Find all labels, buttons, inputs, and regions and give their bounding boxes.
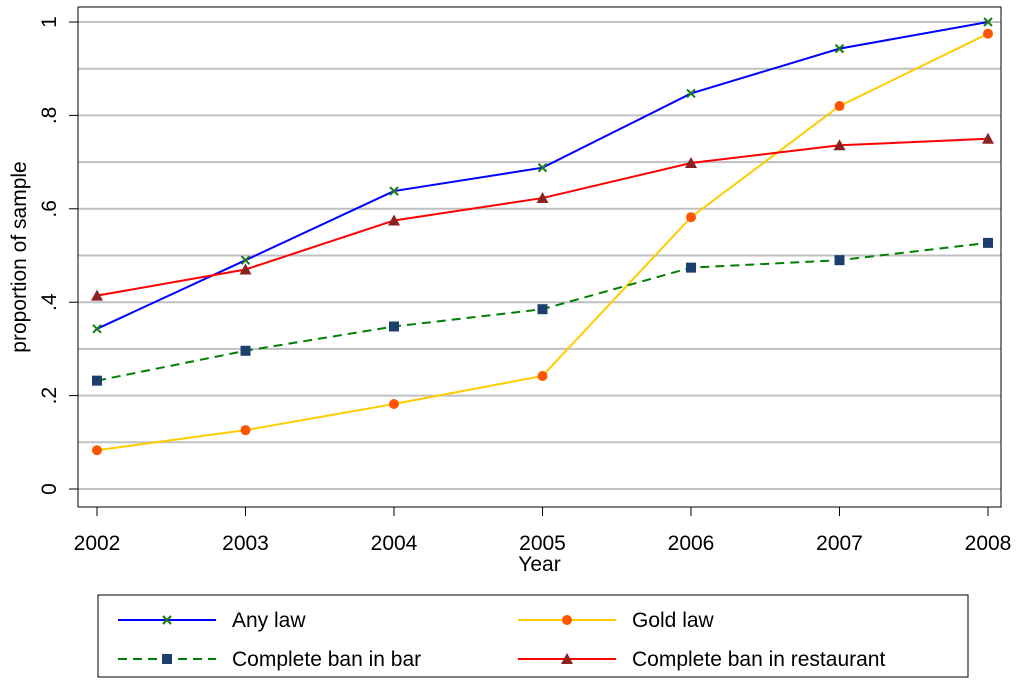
data-point [536, 192, 549, 204]
data-point [92, 324, 102, 334]
y-tick-label: .6 [38, 200, 61, 218]
data-point [240, 345, 251, 356]
data-point [91, 289, 103, 301]
marker-stroke [686, 88, 696, 99]
series-3 [91, 132, 994, 301]
x-tick-label: 2004 [371, 532, 418, 555]
x-axis-ticks: 2002 2003 2004 2005 2006 2007 2008 [74, 507, 1012, 555]
legend-item: Complete ban in restaurant [518, 648, 885, 671]
x-tick-label: 2007 [816, 532, 863, 555]
marker-stroke [983, 17, 993, 27]
legend-label: Complete ban in bar [232, 648, 421, 671]
y-tick-label: .2 [38, 387, 61, 405]
data-point [389, 321, 399, 332]
series-0 [92, 17, 993, 334]
legend-marker [561, 653, 573, 664]
data-point [240, 425, 251, 436]
data-point [982, 132, 994, 144]
x-axis-title: Year [518, 553, 560, 576]
plot-area-frame [77, 6, 1002, 508]
series-layer [91, 17, 994, 456]
y-axis-title: proportion of sample [8, 161, 31, 352]
legend-marker [562, 615, 572, 625]
series-line [96, 32, 989, 452]
y-tick-label: 0 [38, 483, 61, 495]
data-point [685, 157, 697, 169]
legend-label: Any law [232, 609, 306, 632]
data-point [389, 399, 399, 410]
data-point [686, 88, 696, 99]
x-tick-label: 2008 [965, 532, 1012, 555]
legend-box [97, 594, 969, 678]
y-axis-ticks: 0 .2 .4 .6 .8 1 [38, 16, 78, 495]
data-point [834, 255, 845, 266]
marker-stroke [834, 43, 845, 54]
legend-item: Complete ban in bar [118, 648, 421, 671]
data-point [834, 101, 845, 112]
x-tick-label: 2006 [668, 532, 715, 555]
series-1 [92, 28, 993, 456]
x-tick-label: 2005 [519, 532, 566, 555]
x-tick-label: 2003 [222, 532, 269, 555]
data-point [537, 370, 548, 381]
marker-stroke [240, 255, 251, 265]
marker-stroke [389, 186, 399, 196]
data-point [92, 375, 102, 386]
data-point [983, 17, 993, 27]
y-tick-label: .8 [38, 107, 61, 125]
legend-marker [162, 654, 172, 664]
data-point [239, 263, 252, 275]
data-point [537, 162, 548, 173]
legend-item: Gold law [518, 609, 715, 632]
data-point [686, 262, 696, 273]
marker-stroke [92, 324, 102, 334]
data-point [983, 28, 993, 39]
data-point [389, 186, 399, 196]
data-point [388, 214, 400, 226]
data-point [92, 445, 102, 456]
data-point [833, 139, 846, 151]
legend-marker [162, 615, 172, 625]
legend-label: Complete ban in restaurant [632, 648, 885, 671]
marker-stroke [162, 615, 172, 625]
data-point [240, 255, 251, 265]
data-point [537, 304, 548, 315]
legend: Any law Gold law Complete ban in bar Comple… [97, 594, 969, 678]
x-tick-label: 2002 [74, 532, 121, 555]
legend-item: Any law [118, 609, 306, 632]
legend-label: Gold law [632, 609, 715, 632]
data-point [834, 43, 845, 54]
marker-stroke [537, 162, 548, 173]
y-tick-label: .4 [38, 293, 61, 311]
y-tick-label: 1 [38, 16, 61, 28]
gridlines [78, 21, 1001, 490]
data-point [983, 237, 993, 248]
series-2 [92, 237, 993, 386]
data-point [686, 212, 696, 223]
